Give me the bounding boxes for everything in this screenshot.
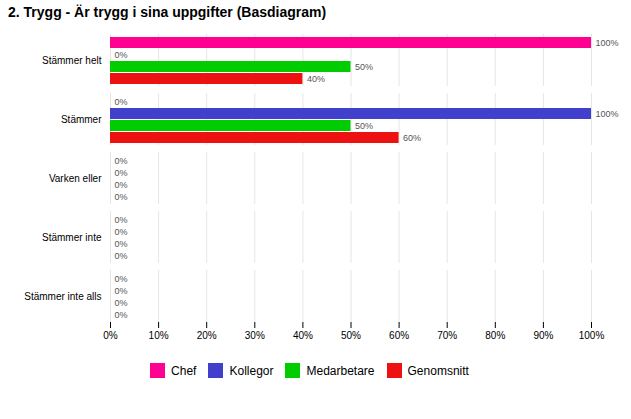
svg-text:0%: 0% bbox=[115, 310, 128, 320]
svg-text:0%: 0% bbox=[115, 274, 128, 284]
svg-text:Stämmer helt: Stämmer helt bbox=[42, 55, 102, 66]
svg-text:0%: 0% bbox=[115, 97, 128, 107]
svg-text:100%: 100% bbox=[596, 109, 619, 119]
svg-text:0%: 0% bbox=[115, 215, 128, 225]
svg-text:60%: 60% bbox=[389, 330, 409, 341]
svg-text:20%: 20% bbox=[197, 330, 217, 341]
svg-text:100%: 100% bbox=[596, 38, 619, 48]
svg-text:70%: 70% bbox=[437, 330, 457, 341]
svg-text:80%: 80% bbox=[485, 330, 505, 341]
svg-text:Varken eller: Varken eller bbox=[49, 173, 102, 184]
html-text:Medarbetare: Medarbetare bbox=[306, 363, 375, 378]
html-text:Chef: Chef bbox=[171, 363, 197, 378]
svg-text:0%: 0% bbox=[115, 192, 128, 202]
svg-text:0%: 0% bbox=[115, 251, 128, 261]
svg-text:90%: 90% bbox=[533, 330, 553, 341]
svg-text:40%: 40% bbox=[293, 330, 313, 341]
svg-text:0%: 0% bbox=[115, 298, 128, 308]
svg-text:0%: 0% bbox=[115, 239, 128, 249]
svg-text:30%: 30% bbox=[245, 330, 265, 341]
html-text:Genomsnitt: Genomsnitt bbox=[407, 363, 469, 378]
svg-text:0%: 0% bbox=[103, 330, 118, 341]
html-text:2. Trygg - Är trygg i sina upp: 2. Trygg - Är trygg i sina uppgifter (Ba… bbox=[8, 4, 327, 20]
svg-text:0%: 0% bbox=[115, 180, 128, 190]
svg-text:Stämmer inte: Stämmer inte bbox=[42, 232, 102, 243]
svg-text:0%: 0% bbox=[115, 168, 128, 178]
svg-text:50%: 50% bbox=[341, 330, 361, 341]
svg-text:10%: 10% bbox=[149, 330, 169, 341]
svg-text:0%: 0% bbox=[115, 227, 128, 237]
svg-text:40%: 40% bbox=[307, 74, 325, 84]
svg-text:0%: 0% bbox=[115, 286, 128, 296]
svg-text:Stämmer: Stämmer bbox=[61, 114, 102, 125]
svg-text:0%: 0% bbox=[115, 50, 128, 60]
svg-text:60%: 60% bbox=[403, 133, 421, 143]
html-text:Kollegor: Kollegor bbox=[229, 363, 274, 378]
svg-text:50%: 50% bbox=[355, 121, 373, 131]
svg-text:50%: 50% bbox=[355, 62, 373, 72]
svg-text:0%: 0% bbox=[115, 156, 128, 166]
svg-text:100%: 100% bbox=[579, 330, 605, 341]
svg-text:Stämmer inte alls: Stämmer inte alls bbox=[24, 291, 101, 302]
